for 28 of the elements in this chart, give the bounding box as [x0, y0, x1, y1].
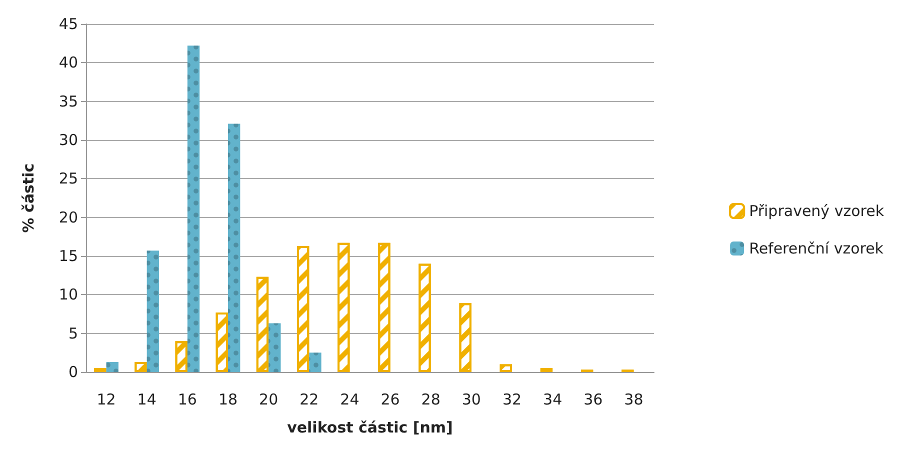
x-axis-title: velikost částic [nm]	[287, 418, 453, 436]
x-tick-label: 32	[502, 390, 522, 408]
y-tick-label: 40	[58, 54, 78, 72]
legend-label: Referenční vzorek	[749, 240, 884, 258]
y-tick-label: 10	[58, 286, 78, 304]
y-tick-label: 35	[58, 92, 78, 110]
x-tick-label: 14	[137, 390, 156, 408]
x-tick-label: 20	[259, 390, 278, 408]
x-tick-label: 28	[421, 390, 440, 408]
x-tick-label: 34	[543, 390, 562, 408]
x-tick-label: 30	[462, 390, 481, 408]
y-tick-label: 0	[68, 363, 78, 381]
x-tick-label: 16	[178, 390, 197, 408]
x-tick-label: 24	[340, 390, 360, 408]
legend-label: Připravený vzorek	[749, 202, 884, 220]
x-tick-label: 12	[96, 390, 116, 408]
y-tick-label: 20	[58, 208, 78, 226]
x-tick-label: 26	[380, 390, 400, 408]
y-tick-label: 30	[58, 131, 78, 149]
y-tick-label: 45	[58, 15, 78, 33]
y-tick-label: 15	[58, 247, 78, 265]
y-tick-label: 25	[58, 170, 78, 188]
y-tick-label: 5	[68, 324, 78, 342]
x-tick-label: 18	[218, 390, 238, 408]
x-tick-label: 22	[300, 390, 319, 408]
y-axis-title: % částic	[20, 163, 38, 233]
x-tick-label: 38	[624, 390, 644, 408]
x-tick-label: 36	[584, 390, 603, 408]
